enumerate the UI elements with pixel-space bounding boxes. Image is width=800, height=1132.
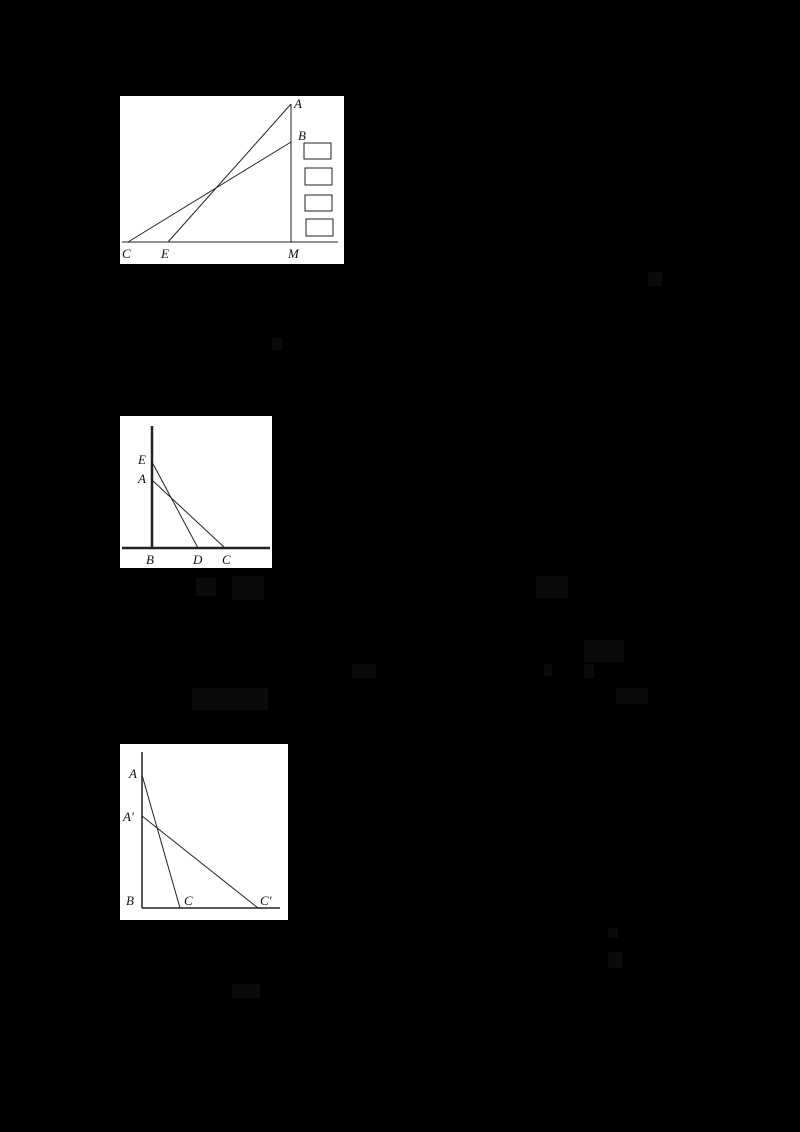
segment-A'C' [141,815,259,909]
faint-mark [536,576,568,598]
segment-ED [151,461,199,549]
window-box-2 [304,167,333,186]
segment-AC [141,774,181,909]
faint-mark [352,664,376,678]
point-label: C [122,246,131,261]
point-label: C [222,552,231,567]
faint-mark [608,928,618,938]
point-label: C [184,893,193,908]
figure-3: A A' B C C' [120,744,288,920]
point-label: C' [260,893,272,908]
point-label: B [146,552,154,567]
point-label: A [137,471,146,486]
segment-AC [151,479,226,549]
window-box-3 [304,194,333,212]
faint-mark [192,688,268,710]
faint-mark [272,338,282,350]
segment-CB [127,141,292,243]
point-label: B [126,893,134,908]
faint-mark [232,984,260,998]
faint-mark [584,640,624,662]
figure-3-diagram: A A' B C C' [122,752,280,909]
faint-mark [544,664,552,676]
figure-1-diagram: A B C E M [122,96,338,261]
faint-mark [616,688,648,704]
faint-mark [232,576,264,600]
segment-EA [167,103,292,243]
figure-1: A B C E M [120,96,344,264]
point-label: A [128,766,137,781]
figure-2-diagram: EA B D C [122,426,270,567]
faint-mark [584,664,594,678]
point-label: E [137,452,146,467]
point-label: D [192,552,203,567]
point-label: E [160,246,169,261]
window-box-1 [303,142,332,160]
point-label: A [293,96,302,111]
window-box-4 [305,218,334,237]
faint-mark [196,578,216,596]
point-label: A' [122,809,134,824]
point-label: B [298,128,306,143]
faint-mark [608,952,622,968]
point-label: M [287,246,300,261]
faint-mark [648,272,662,286]
